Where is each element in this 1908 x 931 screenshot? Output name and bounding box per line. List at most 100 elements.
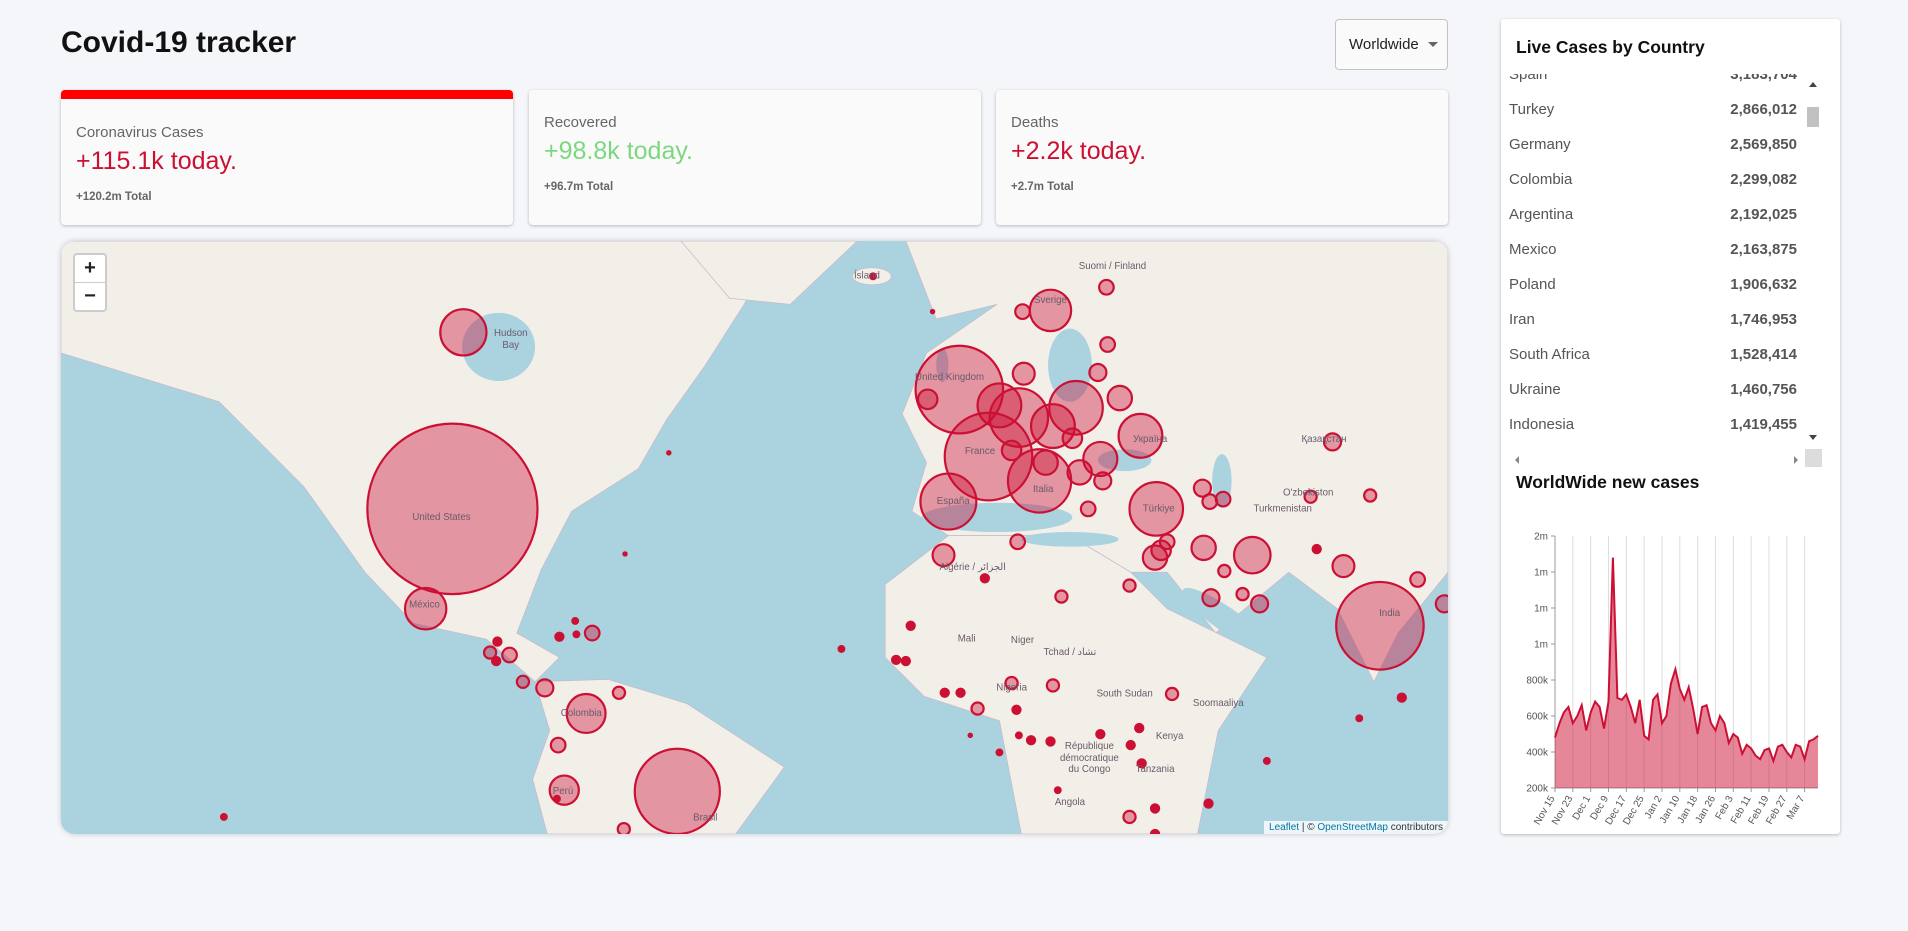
info-title: Coronavirus Cases	[76, 124, 204, 141]
case-circle	[554, 631, 565, 642]
zoom-control[interactable]: + −	[73, 253, 107, 312]
scrollbar[interactable]	[1804, 79, 1822, 469]
info-today: +98.8k today.	[544, 137, 693, 165]
case-circle	[1025, 735, 1037, 746]
case-circle	[1149, 828, 1161, 834]
h-scrollbar[interactable]	[1513, 454, 1803, 466]
scroll-up[interactable]	[1809, 82, 1817, 87]
case-circle	[1434, 594, 1448, 614]
map-label: France	[965, 446, 995, 457]
table-row[interactable]: Mexico 2,163,875	[1509, 232, 1797, 267]
scroll-left[interactable]	[1515, 456, 1519, 464]
case-circle	[1093, 471, 1113, 491]
y-tick-label: 1m	[1534, 604, 1548, 615]
table-row[interactable]: Germany 2,569,850	[1509, 127, 1797, 162]
map-label: Suomi / Finland	[1079, 261, 1146, 272]
country-dropdown[interactable]: Worldwide	[1335, 19, 1448, 70]
case-circle	[1192, 478, 1213, 498]
case-circle	[501, 646, 518, 664]
map-label: Niger	[1011, 635, 1035, 646]
table-row[interactable]: South Africa 1,528,414	[1509, 337, 1797, 372]
y-tick-label: 200k	[1526, 784, 1549, 795]
zoom-in[interactable]: +	[84, 257, 96, 279]
case-circle	[900, 655, 912, 667]
table-row[interactable]: Ukraine 1,460,756	[1509, 372, 1797, 407]
country: Iran	[1509, 311, 1535, 328]
case-circle	[492, 636, 503, 647]
hudson-bay	[462, 312, 536, 382]
case-circle	[1149, 803, 1161, 814]
country: Colombia	[1509, 171, 1573, 188]
case-circle	[1235, 586, 1250, 602]
case-circle	[1303, 489, 1318, 504]
cases: 1,460,756	[1730, 381, 1797, 398]
case-circle	[1136, 758, 1147, 769]
case-circle	[611, 685, 627, 700]
cases: 2,299,082	[1730, 171, 1797, 188]
scroll-down[interactable]	[1809, 435, 1817, 440]
zoom-out[interactable]: −	[75, 282, 105, 310]
table-row[interactable]: Poland 1,906,632	[1509, 267, 1797, 302]
map-label: Қазақстан	[1302, 434, 1347, 445]
case-circle	[1396, 692, 1407, 703]
case-circle	[1122, 809, 1137, 825]
info-box[interactable]: Deaths +2.2k today. +2.7m Total	[996, 90, 1448, 225]
case-circle	[1066, 459, 1093, 486]
app-title: Covid-19 tracker	[61, 26, 297, 59]
info-title: Deaths	[1011, 114, 1059, 131]
map-label: Italia	[1033, 484, 1054, 495]
map-label: United States	[412, 512, 470, 523]
country: Argentina	[1509, 206, 1574, 223]
attribution-link[interactable]: Leaflet	[1269, 822, 1300, 833]
table-row[interactable]: Colombia 2,299,082	[1509, 162, 1797, 197]
y-tick-label: 400k	[1526, 748, 1549, 759]
map[interactable]: United States México Colombia Perú Brasil Uni…	[61, 241, 1448, 834]
chart-title: WorldWide new cases	[1516, 472, 1700, 492]
map-labels: United States México Colombia Perú Brasil Uni…	[409, 261, 1401, 824]
case-circle	[1158, 533, 1176, 551]
dropdown-value[interactable]: Worldwide	[1349, 36, 1419, 53]
map-label: Algérie / الجزائر	[940, 562, 1006, 573]
info-box[interactable]: Coronavirus Cases +115.1k today. +120.2m…	[61, 90, 513, 225]
case-circle	[905, 620, 916, 631]
info-box[interactable]: Recovered +98.8k today. +96.7m Total	[529, 90, 981, 225]
table-row[interactable]: Turkey 2,866,012	[1509, 92, 1797, 127]
map-label: España	[937, 496, 971, 507]
country: Germany	[1509, 136, 1571, 153]
case-circle	[1262, 756, 1271, 765]
case-circle	[1203, 798, 1214, 809]
case-circle	[1048, 379, 1104, 436]
country-table[interactable]: Spain 3,183,704 Turkey 2,866,012 Germany 2,56…	[1509, 74, 1809, 454]
map-label: Türkiye	[1143, 503, 1175, 514]
case-circle	[1054, 589, 1069, 604]
case-circle	[403, 586, 448, 631]
attribution-link[interactable]: OpenStreetMap	[1317, 822, 1388, 833]
water	[462, 312, 1274, 654]
case-circle	[1011, 361, 1036, 386]
table-row[interactable]: Argentina 2,192,025	[1509, 197, 1797, 232]
dropdown-caret[interactable]	[1427, 42, 1438, 47]
case-circle	[869, 272, 877, 281]
case-circle	[976, 382, 1023, 429]
case-circle	[535, 678, 555, 698]
mediterranean	[1021, 532, 1119, 547]
map-label: Angola	[1055, 797, 1086, 808]
country: Poland	[1509, 276, 1556, 293]
black-sea	[1097, 449, 1152, 472]
case-circle	[1045, 678, 1061, 693]
attribution-text: contributors	[1390, 822, 1443, 833]
table-row[interactable]: Iran 1,746,953	[1509, 302, 1797, 337]
scroll-thumb[interactable]	[1807, 107, 1819, 127]
case-circle	[1201, 493, 1219, 510]
table-row[interactable]: Indonesia 1,419,455	[1509, 407, 1797, 442]
case-circle	[1014, 731, 1023, 740]
map-canvas[interactable]: United States México Colombia Perú Brasil Uni…	[61, 241, 1448, 834]
map-label: Brasil	[693, 813, 717, 824]
case-circle	[1232, 535, 1272, 575]
table-row[interactable]: Spain 3,183,704	[1509, 74, 1797, 92]
case-circle	[616, 821, 631, 834]
case-circle	[515, 674, 531, 689]
scroll-corner	[1805, 449, 1822, 467]
scroll-right[interactable]	[1794, 456, 1798, 464]
